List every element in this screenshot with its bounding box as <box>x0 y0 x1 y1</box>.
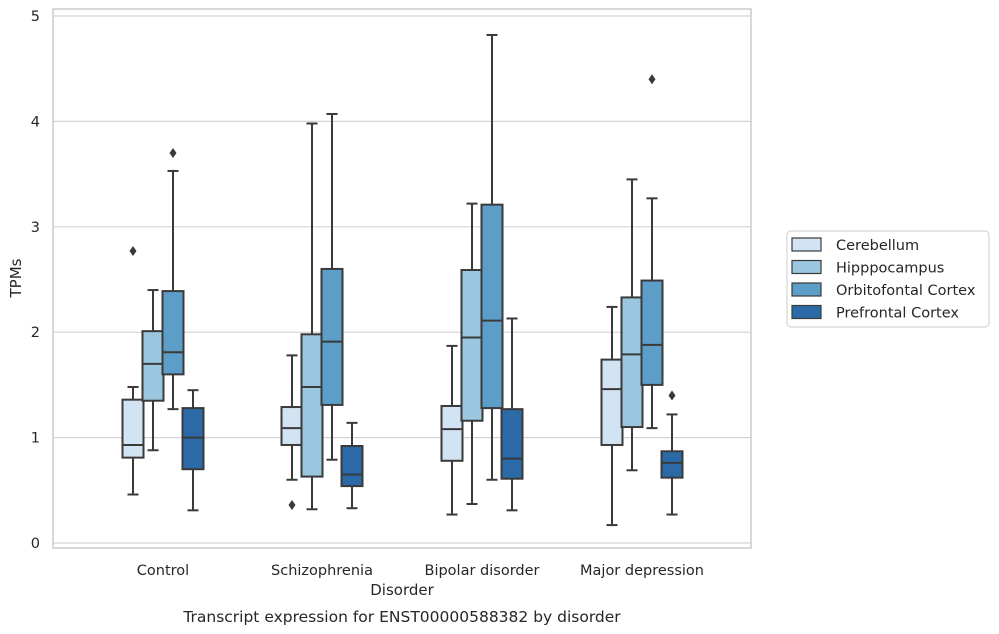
legend-label: Prefrontal Cortex <box>836 306 959 322</box>
box-cerebellum <box>600 305 624 527</box>
outlier-point <box>648 74 656 85</box>
legend-label: Cerebellum <box>836 238 919 254</box>
y-tick-label: 1 <box>31 431 40 447</box>
box-iqr <box>121 398 145 459</box>
box-cerebellum <box>440 344 464 516</box>
outlier-point <box>129 246 137 257</box>
box-hipppocampus <box>460 202 484 506</box>
box-orbitofontal-cortex <box>161 148 185 411</box>
box-iqr <box>440 404 464 462</box>
legend-swatch <box>791 282 822 297</box>
box-iqr <box>340 445 364 488</box>
box-iqr <box>141 330 165 402</box>
outlier-point <box>288 500 296 511</box>
y-tick-label: 3 <box>31 220 40 236</box>
outlier-point <box>169 148 177 159</box>
box-iqr <box>280 406 304 446</box>
box-hipppocampus <box>300 122 324 511</box>
legend-label: Hipppocampus <box>836 261 944 277</box>
legend-swatch <box>791 237 822 252</box>
legend-label: Orbitofontal Cortex <box>836 283 976 299</box>
box-orbitofontal-cortex <box>640 74 664 430</box>
y-tick-label: 0 <box>31 536 40 552</box>
box-iqr <box>640 279 664 386</box>
box-hipppocampus <box>620 178 644 472</box>
box-iqr <box>500 408 524 480</box>
box-orbitofontal-cortex <box>480 33 504 481</box>
x-axis-title: Disorder <box>370 581 434 599</box>
legend-frame <box>786 230 990 328</box>
box-orbitofontal-cortex <box>320 113 344 461</box>
outlier-point <box>668 390 676 401</box>
box-iqr <box>480 203 504 410</box>
legend-swatch <box>791 259 822 275</box>
box-iqr <box>660 450 684 479</box>
y-tick-label: 2 <box>31 325 40 341</box>
x-tick-label: Bipolar disorder <box>425 563 540 579</box>
y-tick-label: 4 <box>31 114 40 130</box>
box-prefrontal-cortex <box>660 390 684 516</box>
y-tick-label: 5 <box>31 9 40 25</box>
plot-frame <box>52 8 752 549</box>
legend-swatch <box>791 304 822 320</box>
box-iqr <box>161 290 185 376</box>
tick-layer: 0 1 2 3 4 5 Control Schizophrenia Bipolar disord… <box>31 9 704 579</box>
box-iqr <box>600 358 624 446</box>
x-tick-label: Major depression <box>580 563 704 579</box>
box-prefrontal-cortex <box>340 421 364 510</box>
chart-caption: Transcript expression for ENST0000058838… <box>182 608 621 626</box>
y-axis-title: TPMs <box>7 258 25 298</box>
x-tick-label: Schizophrenia <box>271 563 373 579</box>
box-iqr <box>300 333 324 478</box>
box-hipppocampus <box>141 289 165 452</box>
box-iqr <box>181 407 205 471</box>
box-iqr <box>460 269 484 422</box>
box-cerebellum <box>280 354 304 511</box>
box-cerebellum <box>121 246 145 496</box>
grid-layer <box>53 15 751 544</box>
x-tick-label: Control <box>137 563 189 579</box>
box-layer <box>121 33 684 527</box>
box-iqr <box>320 267 344 406</box>
legend: Cerebellum Hipppocampus Orbitofontal Corte… <box>786 230 990 328</box>
box-prefrontal-cortex <box>500 317 524 512</box>
box-prefrontal-cortex <box>181 389 205 512</box>
box-iqr <box>620 296 644 429</box>
